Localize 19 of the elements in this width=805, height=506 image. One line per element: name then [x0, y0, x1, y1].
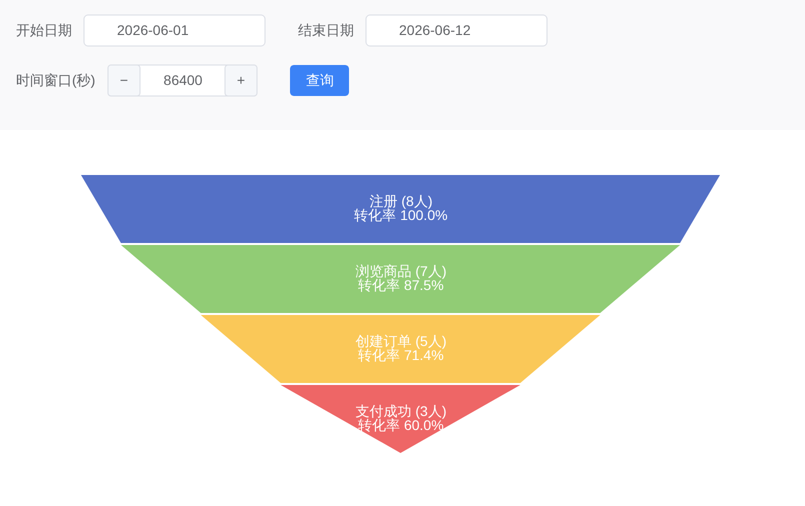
text: 时间窗口(秒): [16, 72, 96, 88]
text: 86400: [164, 72, 203, 88]
text: +: [236, 72, 246, 88]
data-label: (8人): [401, 193, 432, 209]
category-label: 支付成功: [355, 403, 412, 419]
text: 结束日期: [298, 22, 354, 38]
category-label: 创建订单: [355, 333, 412, 349]
text: 转化率 87.5%: [358, 277, 444, 293]
text: 2026-06-12: [399, 22, 471, 38]
text: 开始日期: [16, 22, 72, 38]
category-label: 注册: [369, 193, 398, 209]
text: −: [120, 72, 128, 88]
data-label: (3人): [415, 403, 446, 419]
text: 查询: [306, 72, 334, 88]
data-label: (7人): [415, 263, 446, 279]
text: 转化率 60.0%: [358, 417, 444, 433]
data-label: (5人): [415, 333, 446, 349]
text: 2026-06-01: [117, 22, 189, 38]
category-label: 浏览商品: [355, 263, 412, 279]
